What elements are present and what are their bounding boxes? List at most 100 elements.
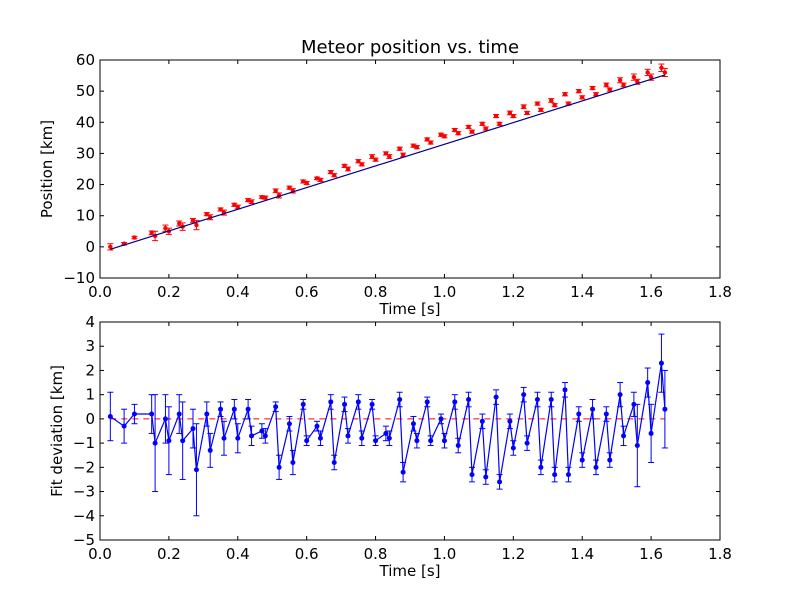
deviation-point [397, 397, 403, 403]
deviation-point [331, 459, 337, 465]
position-point [194, 222, 199, 228]
deviation-point [342, 401, 348, 407]
position-point [314, 176, 320, 181]
position-point [345, 166, 351, 172]
position-xtick-label: 0.4 [226, 283, 250, 301]
deviation-point [479, 418, 485, 424]
deviation-point [617, 392, 623, 398]
position-point [387, 154, 392, 159]
position-ytick-label: −10 [63, 269, 95, 287]
deviation-point [190, 426, 196, 432]
deviation-point [286, 421, 292, 427]
deviation-point [648, 430, 654, 436]
deviation-xtick-label: 1.0 [433, 545, 457, 563]
deviation-point [304, 438, 310, 444]
position-point [318, 177, 323, 183]
position-point [132, 235, 137, 240]
deviation-point [510, 445, 516, 451]
deviation-point [162, 416, 168, 422]
position-point [621, 82, 626, 88]
position-point [442, 134, 447, 139]
deviation-point [176, 411, 182, 417]
position-ytick-label: 30 [76, 144, 95, 162]
deviation-point [493, 394, 499, 400]
deviation-chart-xlabel: Time [s] [379, 562, 441, 580]
deviation-point [355, 399, 361, 405]
deviation-point [658, 360, 664, 366]
deviation-point [593, 464, 599, 470]
deviation-point [576, 411, 582, 417]
deviation-chart-ticks: 0.0 0.2 0.4 0.6 0.8 1.0 1.2 1.4 1.6 1.8 −5 −4 −3 −2 −1… [73, 313, 732, 563]
deviation-chart: 0.0 0.2 0.4 0.6 0.8 1.0 1.2 1.4 1.6 1.8 −5 −4 −3 −2 −1… [48, 313, 732, 580]
deviation-point [590, 406, 596, 412]
deviation-point [466, 397, 472, 403]
deviation-xtick-label: 0.2 [157, 545, 181, 563]
position-xtick-label: 0.8 [364, 283, 388, 301]
deviation-point [121, 423, 127, 429]
position-point [593, 92, 599, 97]
position-point [273, 188, 278, 193]
deviation-xtick-label: 1.8 [708, 545, 732, 563]
position-point [232, 202, 237, 208]
deviation-point [359, 435, 365, 441]
position-point [438, 132, 444, 137]
position-chart-ylabel: Position [km] [38, 120, 56, 218]
position-point [662, 70, 668, 75]
position-xtick-label: 0.0 [88, 283, 112, 301]
deviation-point [438, 416, 444, 422]
position-point [549, 98, 554, 103]
deviation-ytick-label: −5 [73, 531, 95, 549]
deviation-point [603, 411, 609, 417]
position-point [428, 140, 433, 145]
deviation-point [259, 428, 265, 434]
position-xtick-label: 1.4 [570, 283, 594, 301]
position-point [301, 179, 306, 184]
deviation-xtick-label: 1.6 [639, 545, 663, 563]
deviation-point [152, 440, 158, 446]
position-ytick-label: 10 [76, 207, 95, 225]
position-point [414, 145, 420, 150]
position-point [332, 173, 337, 178]
position-point [469, 129, 475, 134]
position-point [524, 110, 530, 116]
deviation-xtick-label: 1.4 [570, 545, 594, 563]
deviation-point [218, 406, 224, 412]
deviation-ytick-label: 3 [85, 337, 95, 355]
deviation-point [524, 440, 530, 446]
deviation-xtick-label: 1.2 [501, 545, 525, 563]
position-point [373, 157, 378, 162]
deviation-point [483, 474, 489, 480]
deviation-point [276, 464, 282, 470]
position-point [218, 207, 223, 212]
position-point [397, 146, 402, 151]
position-point [497, 121, 502, 127]
position-point [648, 74, 654, 80]
deviation-ytick-label: 4 [85, 313, 95, 331]
deviation-point [662, 406, 668, 412]
position-point [204, 211, 209, 217]
position-chart-ticks: 0.0 0.2 0.4 0.6 0.8 1.0 1.2 1.4 1.6 1.8 −10 0 10 20 30… [63, 51, 732, 301]
position-point [604, 82, 609, 88]
deviation-plot-area [107, 333, 668, 517]
position-point [249, 199, 254, 204]
position-point [108, 244, 113, 250]
position-fit-line [110, 74, 666, 250]
position-point [466, 124, 471, 130]
deviation-point [373, 438, 379, 444]
position-point [456, 130, 461, 136]
position-xtick-label: 0.2 [157, 283, 181, 301]
deviation-point [231, 406, 237, 412]
deviation-point [414, 438, 420, 444]
deviation-point [314, 423, 320, 429]
deviation-point [180, 438, 186, 444]
position-point [483, 126, 488, 131]
position-point [493, 113, 499, 119]
deviation-point [552, 472, 558, 478]
position-point [552, 102, 557, 108]
deviation-chart-ylabel: Fit deviation [km] [48, 365, 66, 497]
position-point [535, 101, 540, 106]
deviation-point [245, 406, 251, 412]
deviation-point [645, 380, 651, 386]
deviation-point [631, 401, 637, 407]
